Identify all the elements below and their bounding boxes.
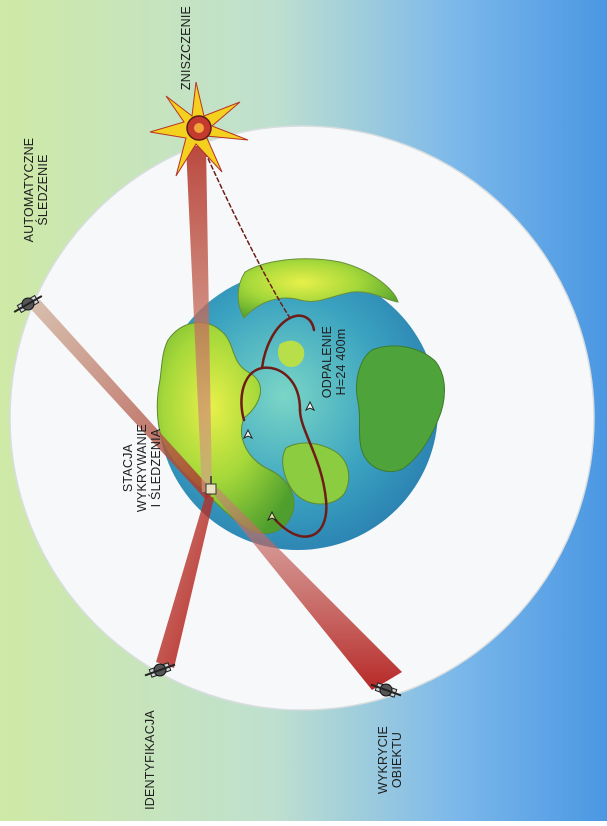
label-destruction: ZNISZCZENIE: [179, 5, 193, 91]
label-station: STACJA WYKRYWANIE I ŚLEDZENIA: [121, 423, 163, 513]
label-launch: ODPALENIE H=24 400m: [320, 325, 348, 399]
trajectory: [195, 131, 328, 538]
satellite-identification-icon: [144, 662, 176, 678]
satellite-detection-icon: [370, 682, 402, 698]
radar-station-icon: [205, 476, 217, 495]
beam-auto-tracking: [28, 300, 214, 500]
label-auto-tracking: AUTOMATYCZNE ŚLEDZENIE: [22, 137, 50, 243]
beam-identification: [156, 494, 214, 668]
land-north: [237, 258, 399, 319]
land-island: [278, 340, 305, 368]
satellite-auto-tracking-icon: [13, 294, 43, 314]
beam-detection: [212, 488, 402, 690]
explosion-icon: [149, 81, 249, 177]
interceptor-markers: [242, 400, 316, 522]
land-south: [282, 442, 350, 505]
interceptor-icon: [266, 510, 278, 522]
beam-destruction: [186, 146, 212, 492]
earth: [156, 258, 445, 550]
label-identification: IDENTYFIKACJA: [143, 710, 157, 810]
interceptor-icon: [242, 428, 254, 440]
land-east: [356, 345, 445, 472]
label-detection: WYKRYCIE OBIEKTU: [376, 725, 404, 795]
interceptor-icon: [304, 400, 316, 412]
land-west: [156, 322, 295, 534]
